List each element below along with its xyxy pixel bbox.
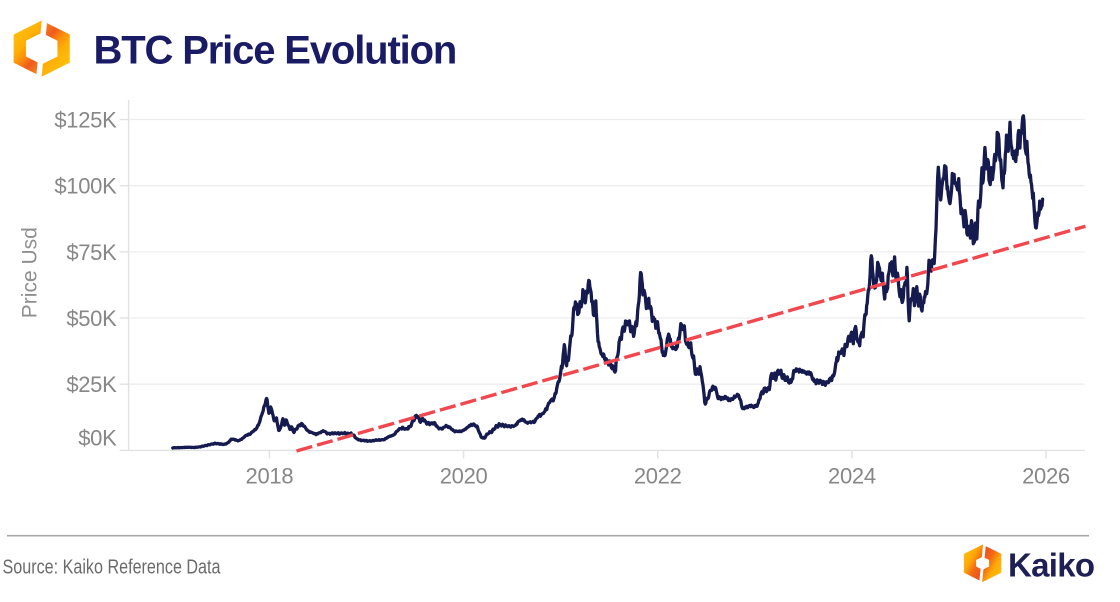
svg-text:2026: 2026 (1022, 463, 1070, 488)
svg-text:2022: 2022 (634, 463, 682, 488)
svg-text:2020: 2020 (440, 463, 488, 488)
svg-text:$75K: $75K (66, 240, 117, 265)
svg-text:$100K: $100K (54, 174, 117, 199)
svg-text:$25K: $25K (66, 372, 117, 397)
svg-text:2024: 2024 (828, 463, 876, 488)
svg-text:BTC Price Evolution: BTC Price Evolution (94, 29, 457, 73)
svg-text:$0K: $0K (78, 426, 117, 451)
svg-text:2018: 2018 (246, 463, 294, 488)
svg-text:Price Usd: Price Usd (19, 227, 42, 318)
svg-text:$125K: $125K (54, 108, 117, 133)
svg-text:Kaiko: Kaiko (1008, 547, 1094, 584)
svg-text:Source: Kaiko Reference Data: Source: Kaiko Reference Data (3, 557, 222, 579)
svg-text:$50K: $50K (66, 306, 117, 331)
